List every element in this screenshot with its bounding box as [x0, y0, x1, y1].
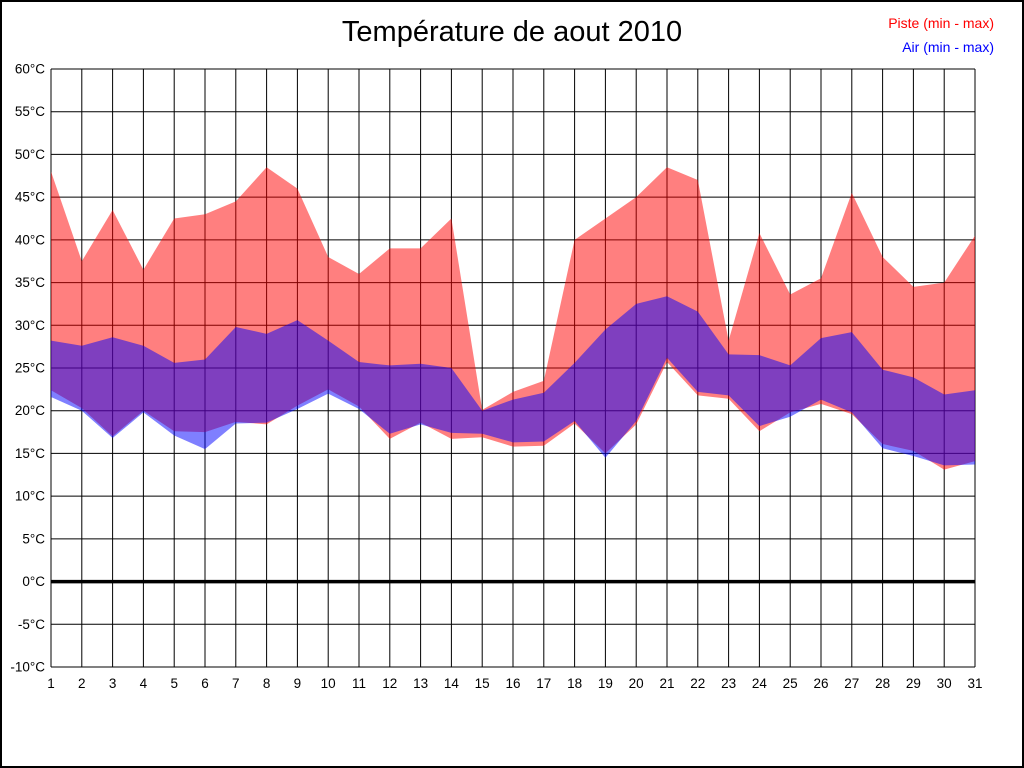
x-axis-label: 30	[937, 676, 952, 691]
x-axis-label: 3	[109, 676, 117, 691]
x-axis-label: 6	[201, 676, 209, 691]
x-axis-label: 4	[140, 676, 148, 691]
x-axis-label: 15	[475, 676, 490, 691]
y-axis-label: 10°C	[15, 489, 45, 504]
x-axis-label: 20	[629, 676, 644, 691]
x-axis-label: 29	[906, 676, 921, 691]
x-axis-label: 31	[967, 676, 982, 691]
x-axis-label: 13	[413, 676, 428, 691]
x-axis-label: 27	[844, 676, 859, 691]
y-axis-label: 55°C	[15, 104, 45, 119]
x-axis-label: 12	[382, 676, 397, 691]
y-axis-label: 60°C	[15, 62, 45, 77]
x-axis-label: 9	[294, 676, 302, 691]
x-axis-label: 2	[78, 676, 86, 691]
legend-item-piste: Piste (min - max)	[888, 15, 994, 31]
x-axis-label: 23	[721, 676, 736, 691]
y-axis-label: 35°C	[15, 275, 45, 290]
chart-title: Température de aout 2010	[341, 16, 683, 48]
x-axis-label: 25	[783, 676, 798, 691]
y-axis-label: -10°C	[10, 660, 45, 675]
x-axis-label: 17	[536, 676, 551, 691]
y-axis-label: 40°C	[15, 232, 45, 247]
y-axis-label: 50°C	[15, 147, 45, 162]
x-axis-label: 16	[505, 676, 520, 691]
x-axis-label: 8	[263, 676, 271, 691]
y-axis-label: 5°C	[22, 531, 45, 546]
y-axis-label: -5°C	[18, 617, 45, 632]
x-axis-label: 18	[567, 676, 582, 691]
y-axis-label: 30°C	[15, 318, 45, 333]
x-axis-label: 19	[598, 676, 613, 691]
x-axis-label: 28	[875, 676, 890, 691]
x-axis-label: 7	[232, 676, 240, 691]
y-axis-label: 45°C	[15, 190, 45, 205]
x-axis-label: 14	[444, 676, 460, 691]
chart-legend: Piste (min - max) Air (min - max)	[888, 11, 994, 59]
y-axis-label: 15°C	[15, 446, 45, 461]
x-axis-label: 21	[659, 676, 674, 691]
x-axis-label: 5	[170, 676, 178, 691]
air-band	[51, 296, 975, 466]
x-axis-label: 24	[752, 676, 768, 691]
x-axis-label: 11	[352, 676, 366, 691]
x-axis-label: 22	[690, 676, 705, 691]
x-axis-label: 26	[813, 676, 828, 691]
x-axis-label: 1	[47, 676, 55, 691]
x-axis-label: 10	[321, 676, 336, 691]
legend-item-air: Air (min - max)	[902, 39, 994, 55]
y-axis-label: 0°C	[22, 574, 45, 589]
y-axis-label: 20°C	[15, 403, 45, 418]
y-axis-label: 25°C	[15, 361, 45, 376]
